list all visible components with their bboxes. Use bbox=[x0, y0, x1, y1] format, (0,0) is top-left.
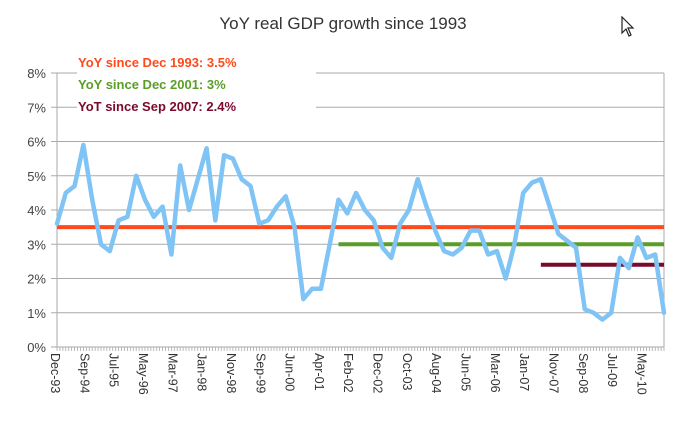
x-tick-label: Apr-01 bbox=[312, 353, 326, 391]
x-tick-label: Aug-04 bbox=[429, 353, 443, 393]
legend: YoY since Dec 1993: 3.5% YoY since Dec 20… bbox=[78, 55, 237, 114]
x-tick-label: May-10 bbox=[634, 353, 648, 395]
gdp-growth-line bbox=[54, 142, 667, 322]
y-tick-label: 4% bbox=[27, 203, 46, 218]
y-tick-label: 7% bbox=[27, 100, 46, 115]
chart-title: YoY real GDP growth since 1993 bbox=[219, 14, 466, 33]
x-tick-label: Sep-08 bbox=[576, 353, 590, 393]
x-tick-label: Jul-95 bbox=[107, 353, 121, 387]
x-tick-label: Dec-02 bbox=[371, 353, 385, 393]
legend-entry: YoY since Dec 2001: 3% bbox=[78, 77, 226, 92]
x-tick-label: Dec-93 bbox=[48, 353, 62, 393]
y-tick-label: 6% bbox=[27, 135, 46, 150]
x-axis-ticks: Dec-93 Sep-94 Jul-95 May-96 Mar-97 Jan-98 Nov-… bbox=[48, 347, 665, 395]
y-tick-label: 8% bbox=[27, 66, 46, 81]
x-tick-label: Oct-03 bbox=[400, 353, 414, 391]
series-lines bbox=[54, 142, 667, 322]
y-tick-label: 5% bbox=[27, 169, 46, 184]
x-tick-label: Mar-97 bbox=[165, 353, 179, 393]
x-tick-label: Nov-07 bbox=[547, 353, 561, 393]
y-axis-ticks: 0% 1% 2% 3% 4% 5% 6% 7% 8% bbox=[27, 66, 57, 355]
x-tick-label: Sep-94 bbox=[77, 353, 91, 393]
legend-entry: YoT since Sep 2007: 2.4% bbox=[78, 99, 236, 114]
mouse-cursor-icon bbox=[621, 16, 635, 37]
y-tick-label: 1% bbox=[27, 306, 46, 321]
x-tick-label: May-96 bbox=[136, 353, 150, 395]
x-tick-label: Jan-07 bbox=[517, 353, 531, 391]
x-tick-label: Nov-98 bbox=[224, 353, 238, 393]
x-tick-label: Sep-99 bbox=[253, 353, 267, 393]
x-tick-label: Jul-09 bbox=[605, 353, 619, 387]
x-tick-label: Jun-05 bbox=[459, 353, 473, 391]
x-tick-label: Jun-00 bbox=[283, 353, 297, 391]
y-tick-label: 3% bbox=[27, 237, 46, 252]
y-tick-label: 0% bbox=[27, 340, 46, 355]
legend-entry: YoY since Dec 1993: 3.5% bbox=[78, 55, 237, 70]
x-tick-label: Jan-98 bbox=[195, 353, 209, 391]
y-tick-label: 2% bbox=[27, 272, 46, 287]
x-tick-label: Feb-02 bbox=[341, 353, 355, 393]
x-tick-label: Mar-06 bbox=[488, 353, 502, 393]
